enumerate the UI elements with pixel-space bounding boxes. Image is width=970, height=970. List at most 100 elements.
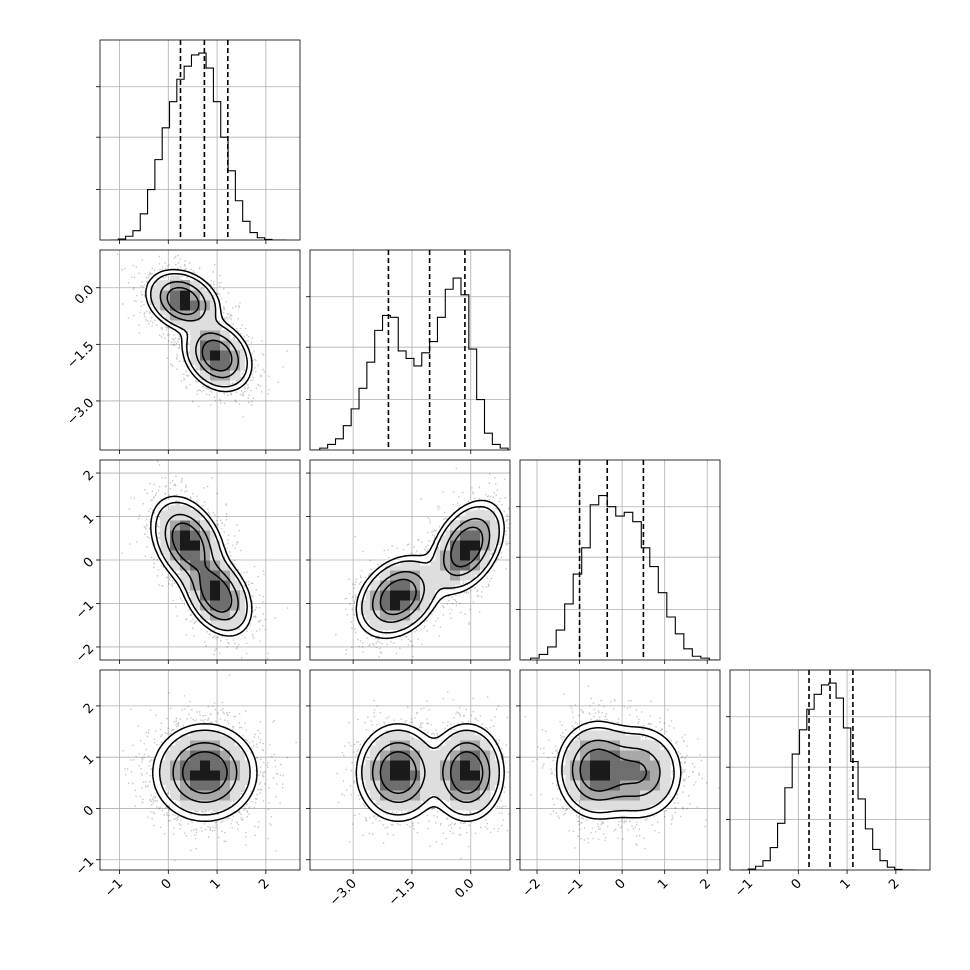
density-cell (210, 770, 221, 781)
density-cell (620, 780, 631, 791)
density-cell (200, 570, 211, 581)
density-mask-cell (150, 520, 156, 526)
panel-frame (99, 249, 301, 451)
density-cell (400, 600, 411, 611)
density-mask-cell (575, 805, 581, 811)
density-cell (660, 760, 671, 771)
density-cell (200, 370, 211, 381)
density-mask-cell (250, 770, 256, 776)
density-cell (470, 800, 481, 811)
density-mask-cell (445, 810, 451, 816)
density-mask-cell (250, 780, 256, 786)
density-mask-cell (235, 630, 241, 636)
density-mask-cell (645, 810, 651, 816)
density-cell (400, 580, 411, 591)
density-mask-cell (360, 590, 366, 596)
density-mask-cell (415, 555, 421, 561)
density-cell (380, 750, 391, 761)
density-cell (440, 760, 451, 771)
density-mask-cell (480, 810, 486, 816)
density-mask-cell (435, 740, 441, 746)
density-cell (160, 760, 171, 771)
density-mask-cell (365, 800, 371, 806)
density-mask-cell (250, 755, 256, 761)
density-cell (170, 780, 181, 791)
density-mask-cell (465, 725, 471, 731)
contour-line (149, 272, 249, 388)
density-cell (650, 780, 661, 791)
density-mask-cell (410, 555, 416, 561)
density-mask-cell (215, 310, 221, 316)
density-mask-cell (430, 550, 436, 556)
density-mask-cell (160, 750, 166, 756)
density-cell (170, 760, 181, 771)
density-cell (400, 800, 411, 811)
density-mask-cell (360, 615, 366, 621)
density-mask-cell (500, 765, 506, 771)
hist-panel-3: −1 0 1 2 (726, 669, 931, 900)
density-cell (400, 770, 411, 781)
density-mask-cell (655, 735, 661, 741)
density-mask-cell (220, 550, 226, 556)
density-mask-cell (630, 810, 636, 816)
density-cell (420, 760, 431, 771)
density-mask-cell (585, 725, 591, 731)
density-cell (170, 300, 181, 311)
density-mask-cell (560, 785, 566, 791)
density-cell (460, 570, 471, 581)
density-mask-cell (375, 730, 381, 736)
density-mask-cell (590, 815, 596, 821)
density-mask-cell (465, 505, 471, 511)
density-mask-cell (630, 730, 636, 736)
density-mask-cell (245, 595, 251, 601)
density-cell (210, 330, 221, 341)
density-cell (470, 760, 481, 771)
contour-line (172, 742, 238, 804)
density-cell (200, 330, 211, 341)
density-mask-cell (165, 800, 171, 806)
density-mask-cell (675, 765, 681, 771)
density-cell (210, 370, 221, 381)
density-cell (470, 510, 481, 521)
density-mask-cell (410, 730, 416, 736)
density-mask-cell (610, 810, 616, 816)
density-cell (380, 610, 391, 621)
y-tick-label: −1.5 (64, 339, 97, 372)
density-mask-cell (155, 550, 161, 556)
density-cell (430, 580, 441, 591)
density-cell (440, 540, 451, 551)
density-mask-cell (400, 725, 406, 731)
density-cell (390, 600, 401, 611)
density-mask-cell (665, 795, 671, 801)
density-mask-cell (555, 770, 561, 776)
density-mask-cell (625, 725, 631, 731)
density-cell (600, 760, 611, 771)
density-mask-cell (635, 730, 641, 736)
density-mask-cell (660, 805, 666, 811)
density-cell (190, 570, 201, 581)
density-mask-cell (640, 730, 646, 736)
density-mask-cell (215, 385, 221, 391)
density-cell (190, 540, 201, 551)
density-cell (460, 800, 471, 811)
density-mask-cell (180, 810, 186, 816)
density-cell (450, 770, 461, 781)
density-cell (490, 530, 501, 541)
density-cell (440, 550, 451, 561)
density-cell (180, 310, 191, 321)
density-cell (610, 770, 621, 781)
density-mask-cell (455, 815, 461, 821)
contour-line (164, 513, 239, 621)
density-mask-cell (210, 525, 216, 531)
density-mask-cell (250, 760, 256, 766)
density-mask-cell (200, 815, 206, 821)
panel-frame (99, 459, 301, 661)
density-cell (390, 620, 401, 631)
density-cell (410, 770, 421, 781)
density-mask-cell (570, 735, 576, 741)
density-mask-cell (210, 725, 216, 731)
density-cell (190, 730, 201, 741)
density-mask-cell (495, 750, 501, 756)
density-cell (230, 600, 241, 611)
density-cell (220, 610, 231, 621)
